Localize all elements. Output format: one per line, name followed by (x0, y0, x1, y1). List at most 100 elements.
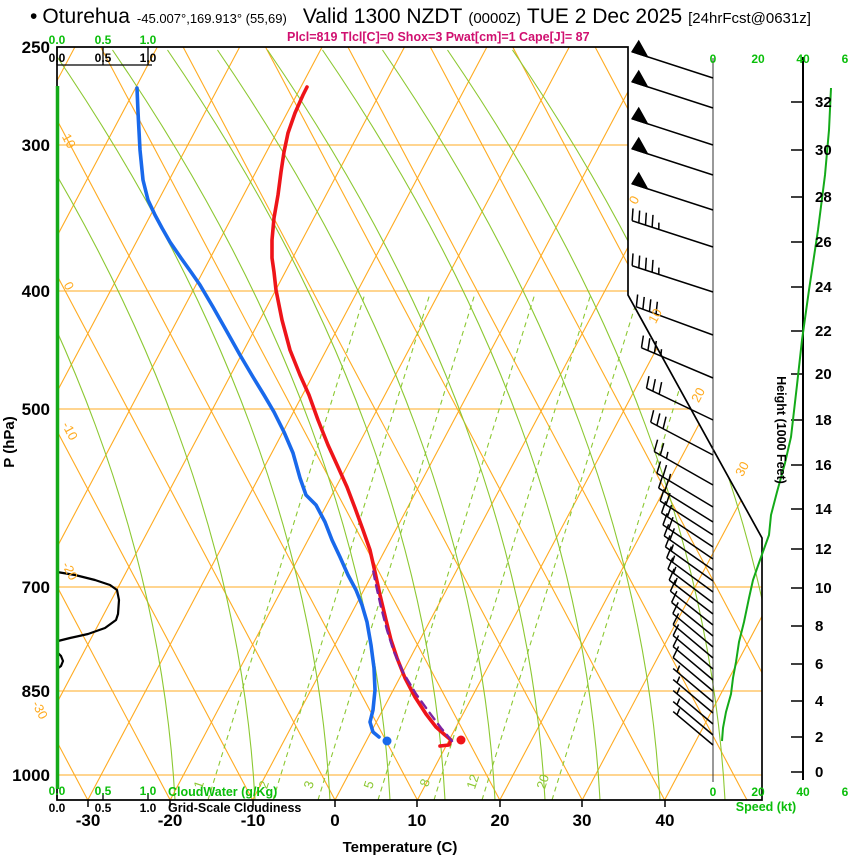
barb-full (672, 602, 679, 614)
wind-barb (672, 698, 714, 736)
moist-adiabat-gridline (167, 49, 446, 800)
barb-full (666, 546, 673, 559)
barb-full (662, 464, 668, 478)
valid-utc: (0000Z) (468, 10, 521, 27)
barb-full (668, 568, 675, 581)
barb-half (660, 349, 663, 357)
barb-staff (669, 590, 714, 626)
barb-staff (672, 612, 714, 648)
height-tick-label: 24 (815, 279, 832, 296)
isotherm-gridline (499, 47, 762, 800)
dewpoint-curve (135, 86, 381, 739)
barb-full (655, 301, 659, 315)
mixing-ratio-label: 2 (255, 779, 272, 791)
cloudiness-profile (55, 570, 121, 670)
barb-full (672, 613, 680, 625)
barb-pennant (631, 106, 649, 125)
barb-staff (672, 711, 714, 746)
temp-tick-label: -10 (241, 811, 266, 830)
isotherm-gridline (416, 47, 762, 800)
isotherm-gridline (57, 47, 405, 800)
barb-full (667, 557, 674, 570)
barb-half (676, 676, 681, 684)
wind-barb (664, 535, 714, 582)
moist-adiabat-gridline (512, 49, 762, 800)
barb-staff (667, 568, 714, 604)
wind-barb (672, 687, 714, 725)
dry-adiabat-gridline (429, 47, 762, 800)
barb-half (674, 577, 678, 585)
barb-half (671, 555, 676, 563)
speed-tick-label-top: 40 (796, 52, 810, 66)
wind-barb (649, 410, 714, 456)
height-tick-label: 14 (815, 501, 832, 518)
barb-staff (672, 701, 714, 736)
barb-staff (672, 635, 714, 670)
isotherm-gridline (57, 47, 323, 800)
height-tick-label: 30 (815, 142, 832, 159)
pressure-tick-label: 250 (22, 38, 50, 57)
barb-full (653, 340, 658, 354)
moist-adiabat-gridline (57, 149, 256, 800)
cloudiness-scale-label-top: 0.5 (95, 51, 112, 65)
barb-staff (665, 546, 714, 582)
moist-adiabat-gridline (267, 49, 546, 800)
wind-barb (672, 624, 714, 670)
wind-barb (631, 253, 714, 293)
barb-staff (668, 579, 714, 615)
wind-barb (672, 646, 714, 692)
barb-full (651, 214, 654, 228)
barb-full (647, 338, 651, 351)
speed-tick-label-bottom: 20 (751, 785, 765, 799)
cloudiness-axis-label: Grid-Scale Cloudiness (168, 801, 301, 815)
barb-staff (672, 624, 714, 659)
barb-staff (662, 524, 714, 560)
isotherm-gridline (169, 47, 570, 800)
mixing-ratio-label: 1 (190, 779, 207, 791)
wind-barb (659, 489, 714, 536)
barb-staff (646, 387, 714, 421)
station-name: Oturehua (42, 5, 130, 28)
speed-tick-label-top: 0 (710, 52, 717, 66)
isotherm-gridline (87, 47, 488, 800)
moist-adiabat-gridline (322, 49, 601, 800)
bullet-icon: • (30, 5, 38, 28)
parcel-params: Plcl=819 Tlcl[C]=0 Shox=3 Pwat[cm]=1 Cap… (287, 30, 590, 44)
isotherm-gridline (57, 47, 158, 800)
cloudwater-scale-label-bottom: 0.0 (49, 784, 66, 798)
temperature-curve (270, 85, 453, 748)
wind-barb (672, 708, 714, 746)
barb-staff (672, 657, 714, 692)
barb-full (635, 294, 639, 307)
surface-dewpoint-dot (382, 736, 392, 746)
moist-adiabat-gridline (57, 299, 176, 800)
mixing-ratio-label: 3 (300, 779, 317, 791)
cloudiness-scale-label-bottom: 1.0 (140, 801, 157, 815)
pressure-tick-label: 500 (22, 400, 50, 419)
green-gridlines (57, 49, 762, 800)
barb-full (665, 492, 671, 506)
barb-full (672, 646, 680, 658)
wind-barb (631, 208, 714, 248)
speed-tick-label-top: 6 (842, 52, 849, 66)
wind-barb (635, 294, 714, 336)
wind-barb (631, 171, 714, 211)
orange-gridlines (57, 47, 762, 800)
barb-staff (656, 472, 714, 508)
barb-half (676, 665, 681, 673)
height-tick-label: 26 (815, 234, 832, 251)
barb-half (676, 708, 681, 716)
plot-border (56, 46, 763, 807)
barb-half (665, 451, 669, 459)
wind-barb (669, 579, 714, 626)
height-tick-label: 18 (815, 412, 832, 429)
height-tick-label: 12 (815, 541, 832, 558)
barb-full (660, 501, 667, 514)
dry-adiabat-gridline (594, 47, 762, 800)
isotherm-gridline (581, 47, 762, 800)
isotherm-gridline (334, 47, 735, 800)
barb-full (669, 528, 676, 541)
barb-full (659, 442, 665, 456)
cloudiness-profile-bump (56, 651, 65, 670)
